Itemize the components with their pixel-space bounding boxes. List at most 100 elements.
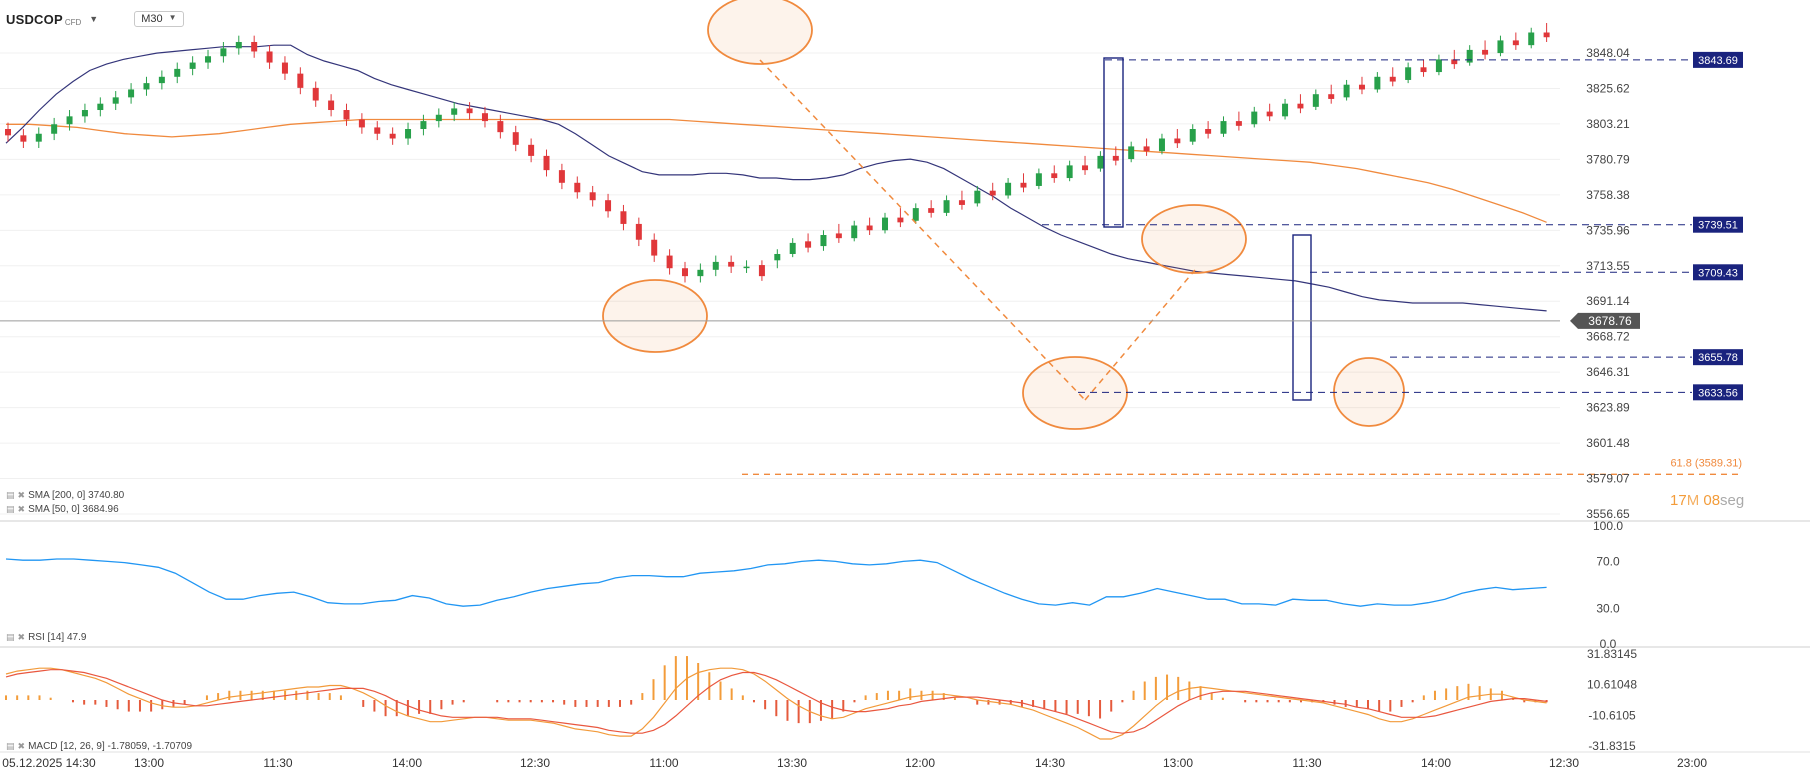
sma200-legend[interactable]: ▤ ✖ SMA [200, 0] 3740.80 bbox=[6, 490, 124, 501]
candle-body bbox=[697, 269, 704, 277]
candle-body bbox=[266, 51, 273, 63]
close-icon[interactable]: ✖ bbox=[17, 632, 26, 642]
macd-tick-label: -31.8315 bbox=[1588, 739, 1636, 753]
candle-body bbox=[805, 241, 812, 248]
candle-body bbox=[1420, 67, 1427, 73]
candle-body bbox=[343, 110, 350, 120]
candle-body bbox=[1189, 129, 1196, 142]
trend-line bbox=[759, 59, 1086, 401]
level-price-tags: 3678.76 3843.69 3739.51 3709.43 3655.78 3633.… bbox=[1570, 51, 1743, 401]
candle-body bbox=[1066, 165, 1073, 179]
candle-body bbox=[1235, 121, 1242, 126]
price-tick-label: 3646.31 bbox=[1586, 365, 1630, 379]
candle-body bbox=[1482, 49, 1489, 55]
candle-body bbox=[281, 62, 288, 74]
chevron-down-icon[interactable]: ▼ bbox=[89, 14, 99, 24]
level-tag bbox=[1693, 349, 1743, 366]
measure-rectangle bbox=[1103, 57, 1124, 228]
candle-body bbox=[958, 200, 965, 205]
settings-icon[interactable]: ▤ bbox=[6, 632, 15, 642]
candle-body bbox=[1220, 121, 1227, 134]
close-icon[interactable]: ✖ bbox=[17, 741, 26, 751]
candle-body bbox=[497, 121, 504, 133]
symbol-name[interactable]: USDCOP bbox=[6, 11, 63, 27]
candle-body bbox=[1005, 182, 1012, 196]
candle-body bbox=[374, 127, 381, 134]
price-tick-label: 3601.48 bbox=[1586, 436, 1630, 450]
horizontal-levels[interactable]: 61.8 (3589.31) bbox=[0, 59, 1742, 476]
price-tick-label: 3579.07 bbox=[1586, 472, 1630, 486]
sma200-label: SMA [200, 0] 3740.80 bbox=[28, 490, 125, 501]
candle-body bbox=[466, 108, 473, 114]
candle-body bbox=[1282, 103, 1289, 117]
level-tag-label: 3633.56 bbox=[1698, 387, 1738, 399]
candle-body bbox=[81, 110, 88, 117]
candle-body bbox=[835, 233, 842, 239]
candle-body bbox=[1374, 76, 1381, 90]
level-tag bbox=[1693, 51, 1743, 68]
candle-body bbox=[1405, 67, 1412, 80]
candle-body bbox=[1435, 59, 1442, 73]
candle-body bbox=[820, 235, 827, 247]
candle-body bbox=[189, 62, 196, 69]
time-tick-label: 14:30 bbox=[1035, 756, 1065, 770]
annotation-ellipse bbox=[602, 279, 708, 353]
rsi-legend[interactable]: ▤ ✖ RSI [14] 47.9 bbox=[6, 632, 86, 643]
candle-body bbox=[605, 200, 612, 212]
sma50-legend[interactable]: ▤ ✖ SMA [50, 0] 3684.96 bbox=[6, 504, 119, 515]
candle-body bbox=[728, 261, 735, 267]
candle-body bbox=[312, 87, 319, 101]
time-tick-label: 23:00 bbox=[1677, 756, 1707, 770]
rsi-tick-label: 100.0 bbox=[1593, 519, 1623, 533]
settings-icon[interactable]: ▤ bbox=[6, 490, 15, 500]
time-tick-label: 13:30 bbox=[777, 756, 807, 770]
candle-body bbox=[743, 266, 750, 269]
candle-body bbox=[1389, 76, 1396, 82]
countdown-minutes: 17 bbox=[1670, 492, 1687, 509]
candle-body bbox=[451, 108, 458, 115]
price-tick-label: 3713.55 bbox=[1586, 259, 1630, 273]
settings-icon[interactable]: ▤ bbox=[6, 741, 15, 751]
time-tick-label: 11:30 bbox=[1292, 756, 1321, 770]
symbol-type: CFD bbox=[64, 17, 82, 27]
candle-body bbox=[574, 182, 581, 193]
measure-rectangle bbox=[1292, 234, 1312, 401]
symbol-selector[interactable]: USDCOP CFD ▼ M30 ▼ bbox=[6, 8, 184, 30]
price-tick-label: 3803.21 bbox=[1586, 117, 1630, 131]
candle-body bbox=[97, 103, 104, 111]
candle-body bbox=[1112, 155, 1119, 161]
candlesticks[interactable] bbox=[5, 23, 1550, 283]
macd-legend[interactable]: ▤ ✖ MACD [12, 26, 9] -1.78059, -1.70709 bbox=[6, 741, 192, 752]
settings-icon[interactable]: ▤ bbox=[6, 504, 15, 514]
candle-body bbox=[158, 76, 165, 84]
price-tick-label: 3668.72 bbox=[1586, 330, 1630, 344]
fib-level-label: 61.8 (3589.31) bbox=[1670, 457, 1742, 469]
candle-body bbox=[1082, 165, 1089, 171]
price-tick-label: 3735.96 bbox=[1586, 223, 1630, 237]
close-icon[interactable]: ✖ bbox=[17, 490, 26, 500]
time-axis[interactable]: 05.12.2025 14:30 13:00 11:30 14:00 12:30 11:0… bbox=[2, 756, 1707, 770]
candle-body bbox=[5, 129, 11, 136]
candle-body bbox=[943, 200, 950, 213]
annotation-ellipse bbox=[1141, 204, 1247, 274]
countdown-seconds: 08 bbox=[1703, 492, 1721, 509]
candle-body bbox=[635, 223, 642, 240]
level-tag bbox=[1693, 264, 1743, 281]
candle-body bbox=[35, 133, 42, 142]
price-tick-label: 3758.38 bbox=[1586, 188, 1630, 202]
drawing-annotations[interactable] bbox=[602, 0, 1405, 430]
candle-body bbox=[66, 116, 73, 125]
candle-body bbox=[712, 261, 719, 270]
candle-body bbox=[1512, 40, 1519, 46]
annotation-ellipse bbox=[1022, 356, 1128, 430]
candle-body bbox=[528, 144, 535, 156]
macd-line bbox=[5, 667, 1547, 740]
price-axis[interactable]: 3848.04 3825.62 3803.21 3780.79 3758.38 3735.… bbox=[1586, 46, 1637, 753]
close-icon[interactable]: ✖ bbox=[17, 504, 26, 514]
timeframe-label: M30 bbox=[141, 13, 163, 25]
candle-body bbox=[866, 225, 873, 231]
candle-body bbox=[1020, 182, 1027, 188]
candle-body bbox=[297, 73, 304, 88]
timeframe-selector[interactable]: M30 ▼ bbox=[134, 11, 184, 27]
